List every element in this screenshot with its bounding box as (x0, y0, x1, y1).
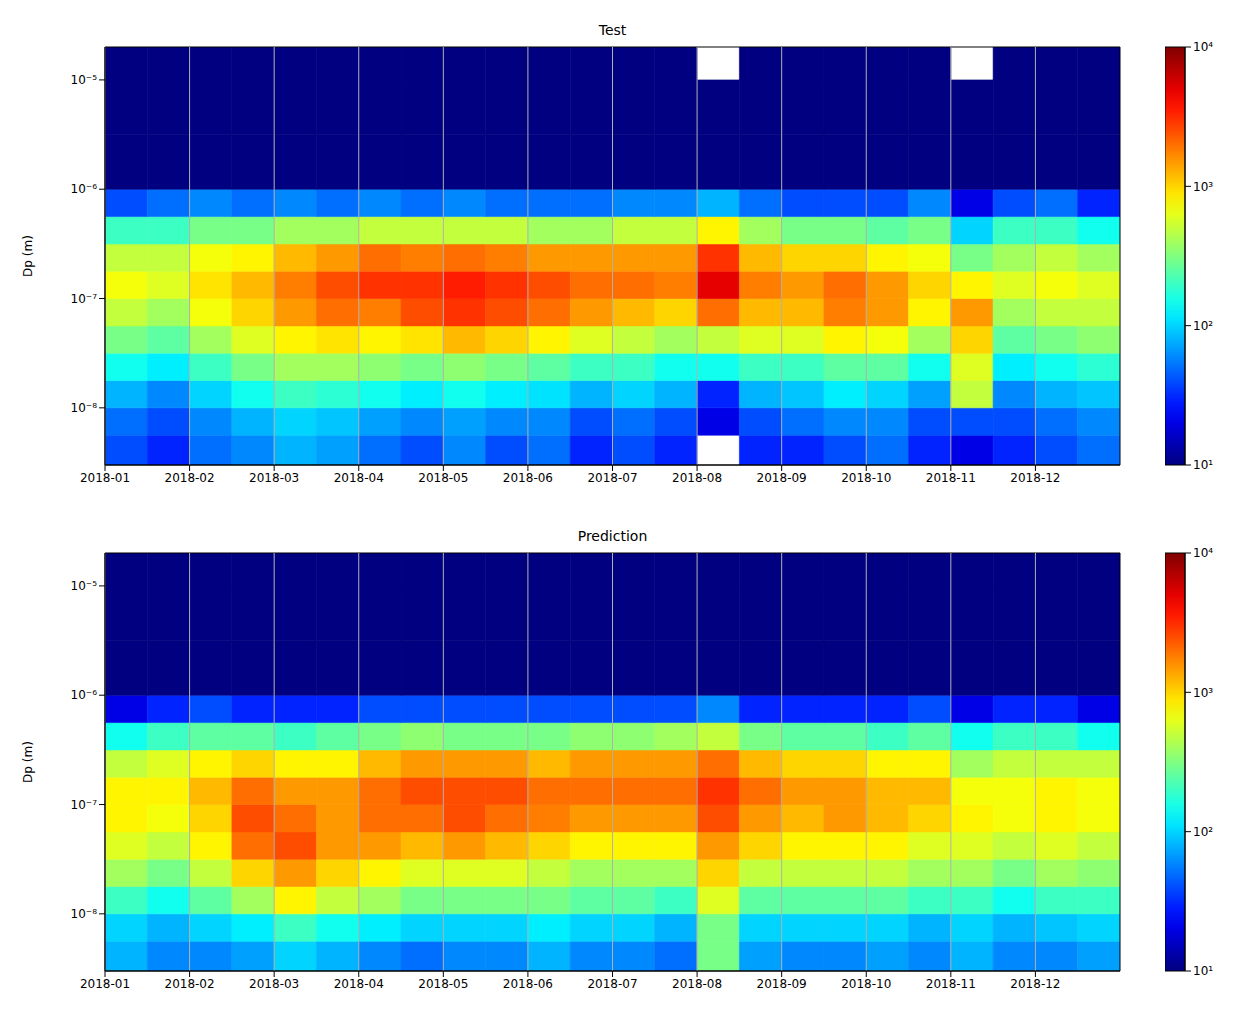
svg-text:10⁻⁵: 10⁻⁵ (71, 73, 98, 87)
svg-text:10⁻⁸: 10⁻⁸ (71, 907, 98, 921)
svg-text:Dp (m): Dp (m) (21, 235, 35, 277)
svg-text:10⁴: 10⁴ (1193, 546, 1213, 560)
svg-text:10¹: 10¹ (1193, 964, 1213, 978)
svg-text:10⁻⁸: 10⁻⁸ (71, 401, 98, 415)
svg-text:10³: 10³ (1193, 686, 1213, 700)
svg-text:2018-11: 2018-11 (926, 471, 976, 485)
svg-text:10¹: 10¹ (1193, 458, 1213, 472)
svg-text:10⁻⁷: 10⁻⁷ (71, 292, 98, 306)
svg-text:10³: 10³ (1193, 180, 1213, 194)
svg-text:2018-03: 2018-03 (249, 977, 299, 991)
svg-text:10⁻⁶: 10⁻⁶ (71, 182, 98, 196)
svg-text:2018-10: 2018-10 (841, 471, 891, 485)
svg-text:2018-08: 2018-08 (672, 977, 722, 991)
svg-text:2018-12: 2018-12 (1010, 977, 1060, 991)
html-text:Test: Test (598, 22, 627, 38)
svg-text:2018-01: 2018-01 (80, 471, 130, 485)
svg-text:2018-05: 2018-05 (418, 471, 468, 485)
svg-text:2018-06: 2018-06 (503, 471, 553, 485)
svg-text:2018-08: 2018-08 (672, 471, 722, 485)
html-text:Prediction: Prediction (577, 528, 648, 544)
svg-text:Dp (m): Dp (m) (21, 741, 35, 783)
svg-text:2018-05: 2018-05 (418, 977, 468, 991)
svg-text:2018-03: 2018-03 (249, 471, 299, 485)
svg-text:2018-06: 2018-06 (503, 977, 553, 991)
svg-text:10²: 10² (1193, 825, 1213, 839)
svg-text:10⁴: 10⁴ (1193, 40, 1213, 54)
svg-text:2018-10: 2018-10 (841, 977, 891, 991)
svg-text:2018-07: 2018-07 (587, 977, 637, 991)
svg-text:2018-04: 2018-04 (334, 471, 384, 485)
svg-text:2018-04: 2018-04 (334, 977, 384, 991)
svg-text:2018-11: 2018-11 (926, 977, 976, 991)
svg-text:2018-02: 2018-02 (165, 977, 215, 991)
svg-text:2018-07: 2018-07 (587, 471, 637, 485)
svg-text:10⁻⁵: 10⁻⁵ (71, 579, 98, 593)
svg-text:2018-01: 2018-01 (80, 977, 130, 991)
svg-text:2018-09: 2018-09 (757, 977, 807, 991)
svg-text:2018-12: 2018-12 (1010, 471, 1060, 485)
svg-text:10⁻⁷: 10⁻⁷ (71, 798, 98, 812)
svg-text:2018-02: 2018-02 (165, 471, 215, 485)
svg-text:10²: 10² (1193, 319, 1213, 333)
svg-text:2018-09: 2018-09 (757, 471, 807, 485)
svg-text:10⁻⁶: 10⁻⁶ (71, 688, 98, 702)
